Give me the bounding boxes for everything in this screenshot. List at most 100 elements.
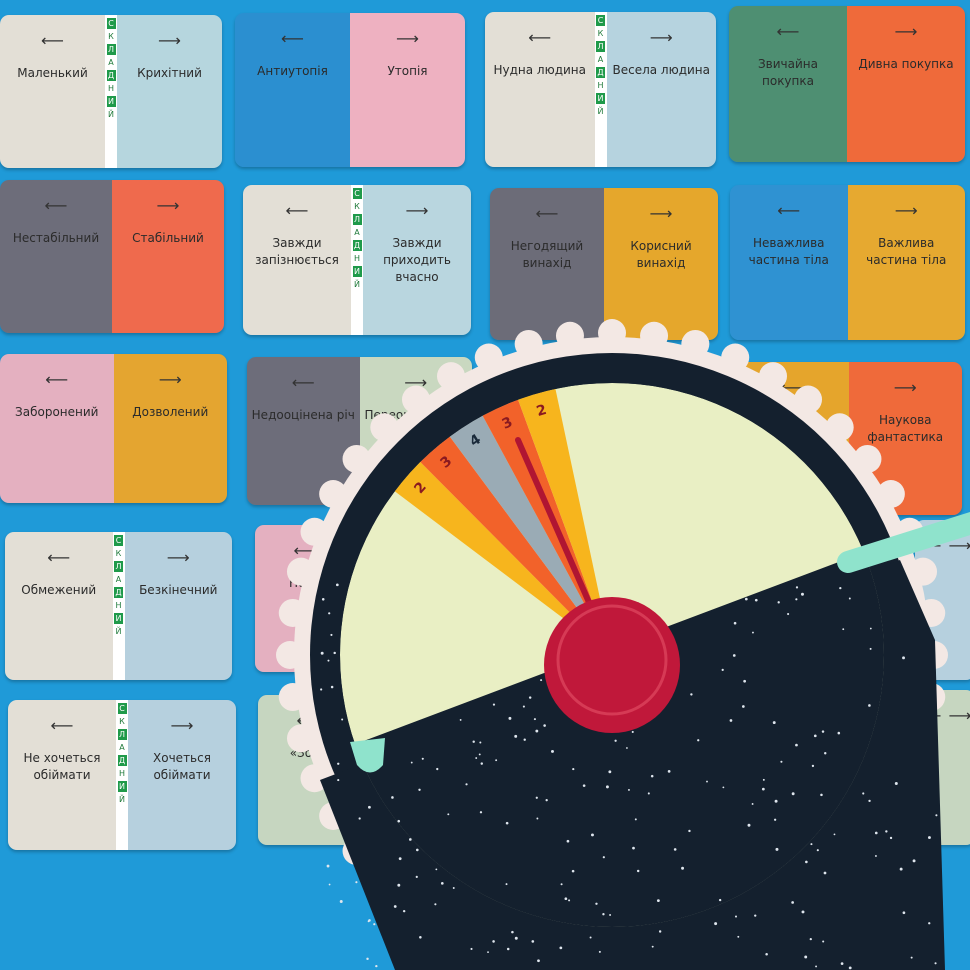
sparkle <box>543 724 546 727</box>
sparkle <box>478 753 481 756</box>
sparkle <box>355 881 358 884</box>
sparkle <box>737 935 740 938</box>
prompt-card[interactable]: ⟵ Не хочеться обіймати С К Л А Д Н И Й ⟶ Хочеться о… <box>8 700 236 850</box>
sparkle <box>602 913 605 916</box>
sparkle <box>631 730 634 733</box>
card-right-label: Хочеться обіймати <box>153 751 211 782</box>
score-wedge <box>508 383 612 655</box>
card-right-half: ⟶ Дивна покупка <box>847 6 965 162</box>
sparkle <box>935 814 938 817</box>
sparkle <box>531 940 535 943</box>
sparkle <box>608 770 612 774</box>
arrow-left-icon: ⟵ <box>777 201 801 220</box>
sparkle <box>934 962 937 965</box>
sparkle <box>868 704 871 707</box>
card-left-half: ⟵ Неважлива частина тіла <box>730 185 848 340</box>
sparkle <box>801 910 805 914</box>
sparkle <box>328 883 331 886</box>
prompt-card[interactable]: ⟵ Обмежений С К Л А Д Н И Й ⟶ Безкінечний <box>5 532 232 680</box>
sparkle <box>528 696 532 699</box>
sparkle <box>514 734 518 738</box>
prompt-card[interactable]: ⟵ Заборонений ⟶ Дозволений <box>0 354 227 503</box>
prompt-card[interactable]: ⟵ Завжди запізнюється С К Л А Д Н И Й ⟶ Завжди прих… <box>243 185 471 335</box>
strip-letter: А <box>352 227 362 238</box>
sparkle <box>721 668 724 671</box>
sparkle <box>762 778 765 781</box>
sparkle <box>868 799 871 803</box>
sparkle <box>368 805 371 809</box>
strip-letter: Й <box>114 626 123 637</box>
sparkle <box>571 869 575 873</box>
strip-letter: Л <box>117 729 127 740</box>
card-left-label: Негодящий винахід <box>510 239 584 270</box>
card-right-half: ⟶ Дозволений <box>113 354 227 503</box>
strip-letter: С <box>596 15 605 26</box>
sparkle <box>328 612 331 615</box>
sparkle <box>791 901 794 904</box>
strip-letter: А <box>114 574 123 585</box>
dial-knob[interactable] <box>544 597 680 733</box>
strip-letter: Н <box>114 600 123 611</box>
strip-letter: Н <box>117 768 127 779</box>
sparkle <box>706 780 708 783</box>
sparkle <box>809 938 812 941</box>
sparkle <box>572 767 575 771</box>
arrow-right-icon: ⟶ <box>156 196 180 215</box>
prompt-card[interactable]: ⟵ Маленький С К Л А Д Н И Й ⟶ Крихітний <box>0 15 222 168</box>
prompt-card[interactable]: ⟵ Неважлива частина тіла ⟶ Важлива частина … <box>730 185 965 340</box>
score-wedge <box>400 414 612 655</box>
sparkle <box>435 868 438 871</box>
sparkle <box>816 849 819 852</box>
sparkle <box>848 966 852 970</box>
sparkle <box>821 730 825 733</box>
card-left-half: ⟵ Негодящий винахід <box>490 188 604 340</box>
sparkle <box>800 592 804 596</box>
screen-handle[interactable] <box>837 512 970 573</box>
sparkle <box>523 738 526 741</box>
sparkle <box>470 947 473 951</box>
sparkle <box>874 831 878 835</box>
sparkle <box>765 953 768 956</box>
prompt-card[interactable]: ⟵ Нудна людина С К Л А Д Н И Й ⟶ Весела людина <box>485 12 716 167</box>
sparkle <box>339 900 343 904</box>
sparkle <box>436 767 439 771</box>
sparkle <box>506 947 510 951</box>
prompt-card[interactable]: ⟵ Антиутопія ⟶ Утопія <box>235 13 465 167</box>
sparkle <box>397 819 401 823</box>
sparkle <box>833 833 836 836</box>
sparkle <box>402 909 406 913</box>
sparkle <box>688 829 691 833</box>
score-wedge <box>433 391 612 655</box>
strip-letter: С <box>114 535 123 546</box>
sparkle <box>550 749 554 753</box>
arrow-right-icon: ⟶ <box>170 716 194 735</box>
strip-letter: Л <box>114 561 123 572</box>
sparkle <box>540 679 543 682</box>
arrow-right-icon: ⟶ <box>948 706 970 725</box>
strip-letter: И <box>596 93 605 104</box>
sparkle <box>337 779 340 782</box>
sparkle <box>632 846 635 850</box>
strip-letter: И <box>106 96 116 107</box>
card-right-half: ⟶ Утопія <box>350 13 465 167</box>
prompt-card[interactable]: ⟵ Негодящий винахід ⟶ Корисний винахід <box>490 188 718 340</box>
prompt-card[interactable]: ⟵ Нестабільний ⟶ Стабільний <box>0 180 224 333</box>
arrow-left-icon: ⟵ <box>47 548 71 567</box>
card-left-label: Маленький <box>17 66 88 80</box>
card-right-label: Дозволений <box>132 405 209 419</box>
sparkle <box>733 621 737 625</box>
sparkle <box>718 898 722 902</box>
sparkle <box>656 899 660 903</box>
arrow-left-icon: ⟵ <box>41 31 64 50</box>
card-right-label: Крихітний <box>137 66 202 80</box>
sparkle <box>480 762 483 765</box>
sparkle <box>421 757 424 760</box>
prompt-card[interactable]: ⟵ Звичайна покупка ⟶ Дивна покупка <box>729 6 965 162</box>
score-wedge <box>469 383 612 655</box>
strip-letter: Й <box>106 109 116 120</box>
sparkle <box>415 875 418 878</box>
arrow-right-icon: ⟶ <box>158 31 181 50</box>
sparkle <box>440 882 444 885</box>
